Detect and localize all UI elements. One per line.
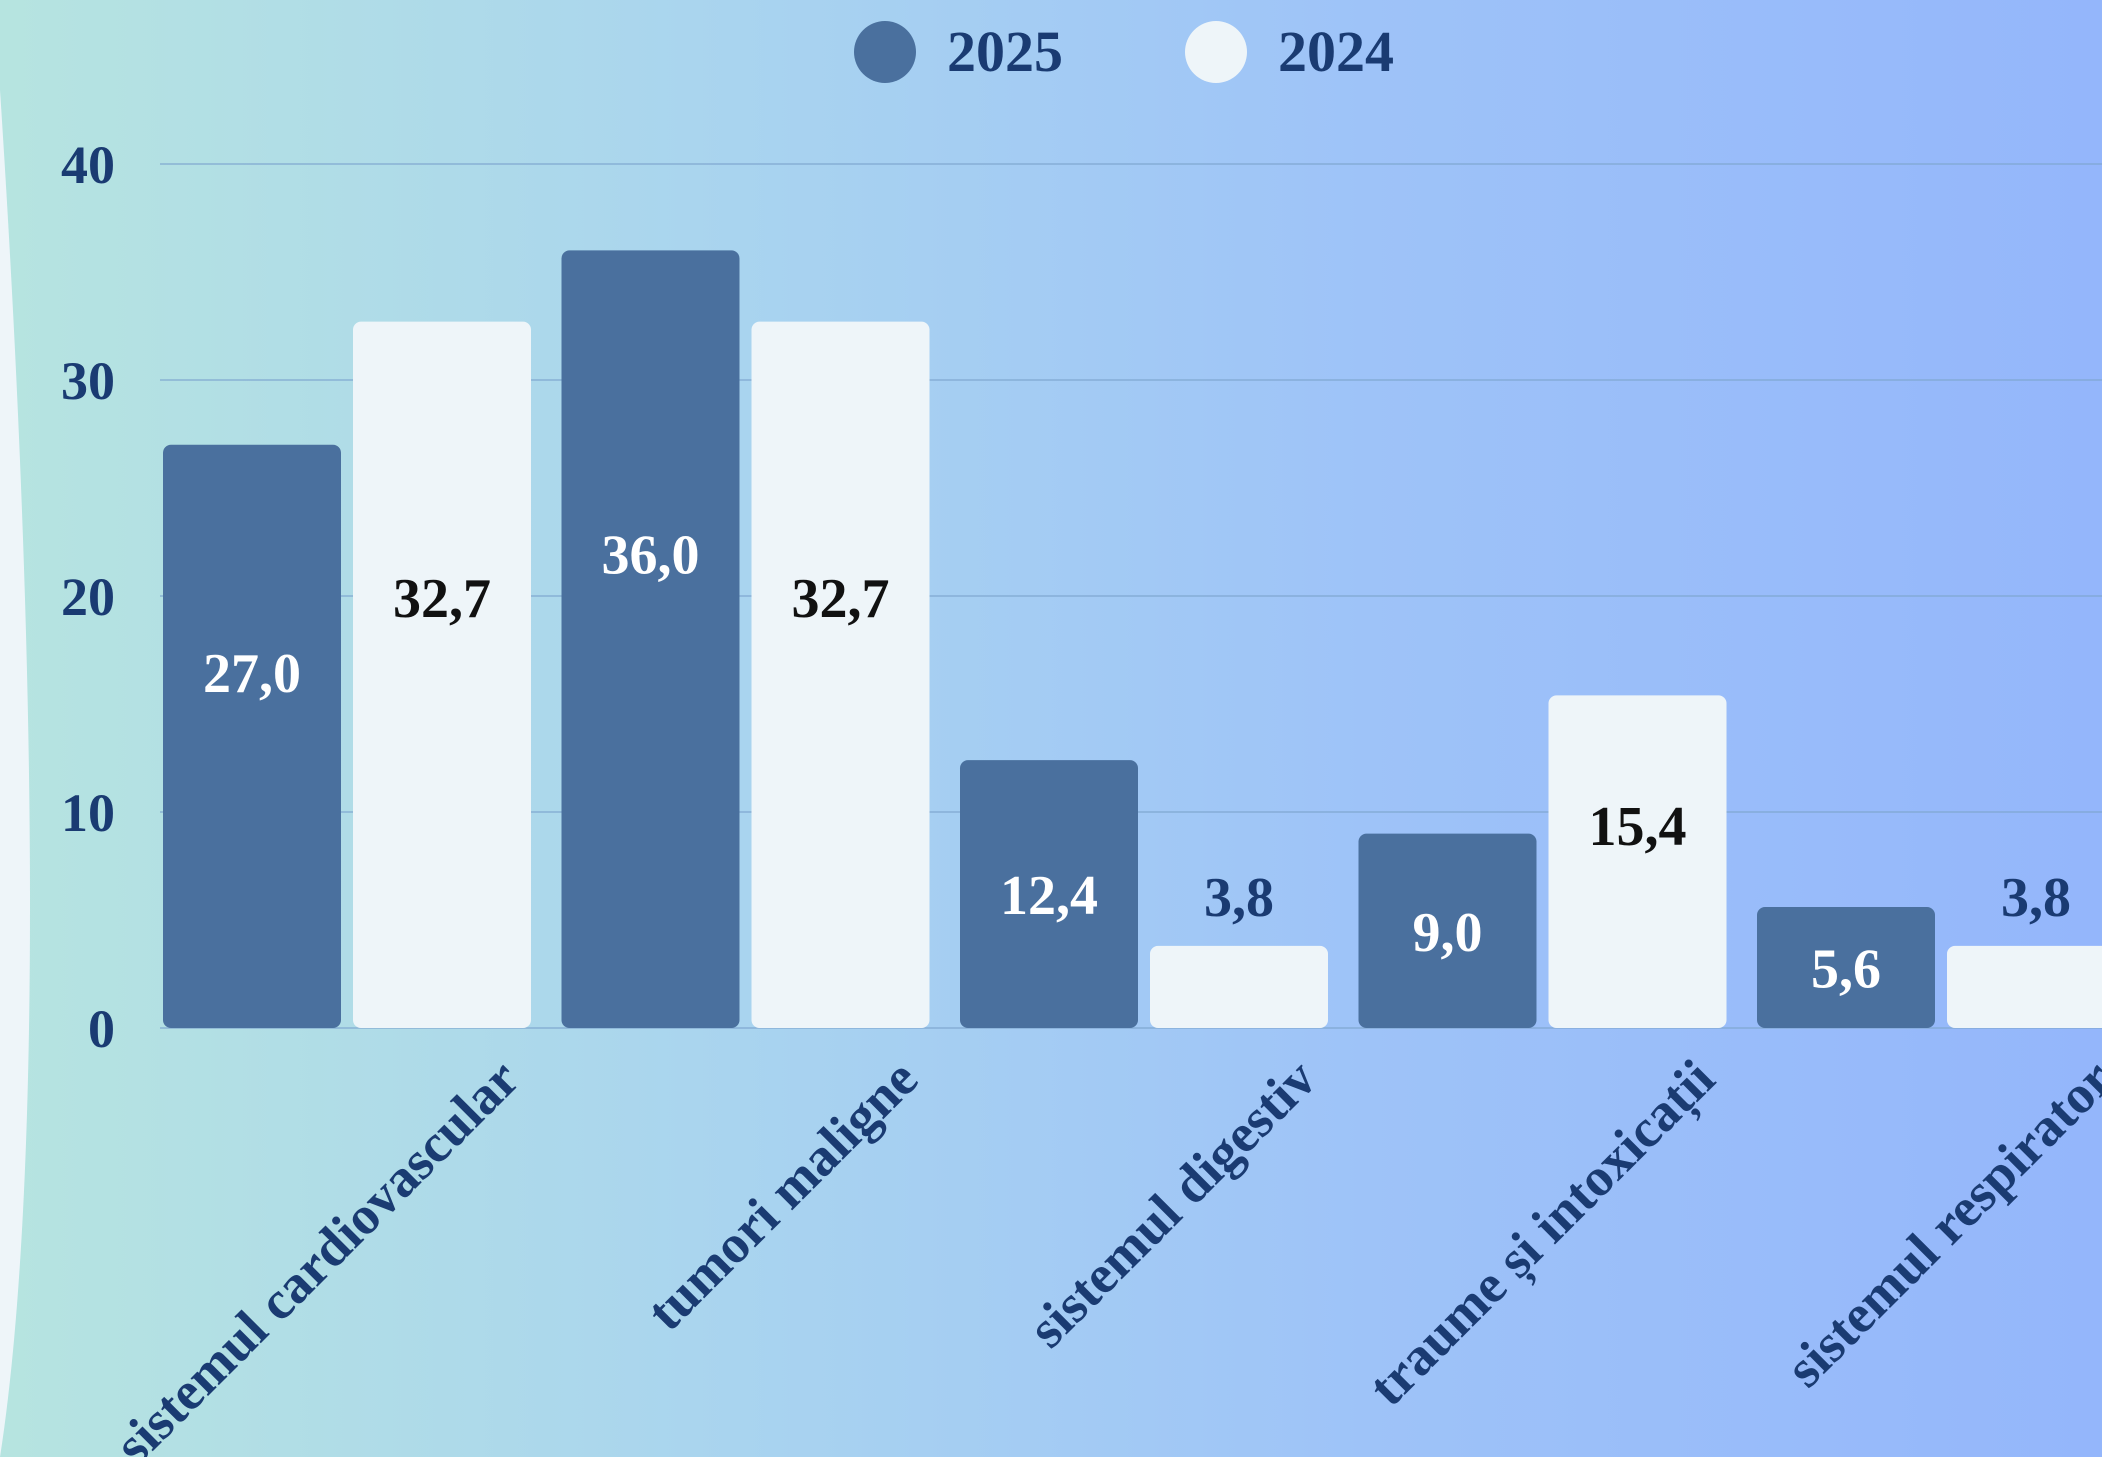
bar [1548,695,1727,1028]
value-label: 3,8 [2001,867,2071,929]
legend-label: 2024 [1278,19,1394,84]
bar [353,321,531,1028]
value-label: 36,0 [602,525,700,587]
value-label: 3,8 [1204,867,1274,929]
x-tick-label: tumori maligne [635,1048,929,1342]
legend: 2025 2024 [854,19,1394,84]
bar [1757,907,1935,1028]
y-tick-label: 20 [61,567,115,627]
x-axis: sistemul cardiovascular tumori maligne sis… [103,1048,2102,1457]
bar [960,760,1138,1028]
bar [1947,945,2102,1028]
x-tick-label: sistemul digestiv [1017,1048,1328,1359]
legend-swatch [1185,21,1247,83]
bar [163,444,341,1028]
y-axis: 0 10 20 30 40 [61,135,115,1059]
value-label: 15,4 [1589,796,1687,858]
x-tick-label: sistemul respirator [1774,1048,2102,1398]
value-label: 27,0 [203,643,301,705]
bar [1358,833,1537,1028]
y-tick-label: 10 [61,783,115,843]
bars [163,250,2102,1028]
value-label: 32,7 [792,568,890,630]
value-label: 9,0 [1413,902,1483,964]
y-tick-label: 30 [61,351,115,411]
y-tick-label: 40 [61,135,115,195]
legend-label: 2025 [947,19,1063,84]
data-labels: 27,0 32,7 36,0 32,7 12,4 3,8 9,0 15,4 5,6 3,8 [203,525,2071,1001]
x-tick-label: sistemul cardiovascular [103,1048,530,1457]
bar [1150,945,1328,1028]
value-label: 5,6 [1811,939,1881,1001]
value-label: 12,4 [1000,865,1098,927]
decorative-left-swoosh [0,90,30,1457]
bar [751,321,930,1028]
legend-swatch [854,21,916,83]
y-tick-label: 0 [88,999,115,1059]
value-label: 32,7 [393,568,491,630]
bar [561,250,740,1028]
x-tick-label: traume și intoxicații [1357,1048,1728,1419]
